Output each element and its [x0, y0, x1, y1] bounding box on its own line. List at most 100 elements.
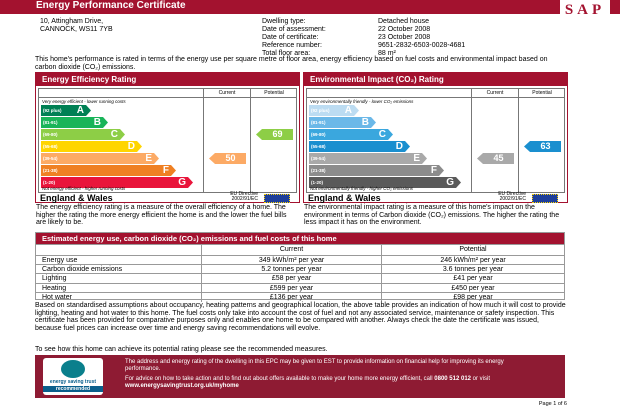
table-row: Energy use 349 kWh/m² per year 246 kWh/m² …	[36, 255, 564, 266]
detail-label: Total floor area:	[262, 50, 311, 57]
rating-band: (21-38) F	[309, 165, 444, 176]
eu-flag	[264, 194, 290, 203]
table-cell: Heating	[42, 284, 67, 292]
column-heading: Current	[486, 90, 504, 96]
column-heading: Current	[218, 90, 236, 96]
panel-description: The environmental impact rating is a mea…	[304, 204, 560, 226]
assumptions: Based on standardised assumptions about …	[35, 302, 566, 332]
panel-title: Energy Efficiency Rating	[36, 73, 299, 86]
band-range: (39-54)	[311, 156, 326, 161]
table-cell: Lighting	[42, 275, 67, 283]
column-heading: Current	[201, 245, 381, 255]
rating-band: (1-20) G	[309, 177, 461, 188]
detail-value: 23 October 2008	[378, 34, 431, 41]
rating-band: (39-54) E	[41, 153, 159, 164]
rating-band: (92 plus) A	[309, 105, 359, 116]
rating-band: (39-54) E	[309, 153, 427, 164]
rating-arrow: 45	[477, 153, 514, 164]
band-letter: C	[110, 129, 118, 140]
band-range: (55-68)	[43, 144, 58, 149]
footer-span: 0800 512 012	[434, 376, 471, 382]
bottom-note: Not energy efficient - higher running co…	[42, 186, 126, 191]
band-letter: G	[178, 177, 186, 188]
table-cell: £450 per year	[381, 283, 564, 293]
rating-band: (55-68) D	[309, 141, 410, 152]
table-cell: 3.6 tonnes per year	[381, 265, 564, 275]
rating-arrow: 63	[524, 141, 561, 152]
directive: EU Directive	[230, 191, 258, 197]
rating-value: 50	[225, 153, 236, 163]
table-row: Hot water £136 per year £98 per year	[36, 291, 564, 303]
detail-label: Date of assessment:	[262, 26, 326, 33]
band-letter: F	[430, 165, 437, 176]
directive: 2002/91/EC	[231, 196, 258, 202]
rating-band: (69-80) C	[41, 129, 125, 140]
band-letter: A	[344, 105, 352, 116]
rating-arrow: 69	[256, 129, 293, 140]
footer-text: The address and energy rating of the dwe…	[125, 359, 504, 372]
rating-value: 45	[493, 153, 504, 163]
detail-value: 9651-2832-6503-0028-4681	[378, 42, 466, 49]
rating-band: (69-80) C	[309, 129, 393, 140]
footer-span: For advice on how to take action and to …	[125, 376, 435, 382]
band-letter: A	[76, 105, 84, 116]
est-mark	[61, 360, 85, 378]
table-row: Lighting £58 per year £41 per year	[36, 273, 564, 284]
directive: 2002/91/EC	[499, 196, 526, 202]
page-number: Page 1 of 6	[538, 401, 567, 407]
rating-band: (21-38) F	[41, 165, 176, 176]
top-note: Very environmentally friendly - lower CO…	[310, 99, 414, 104]
table-cell: £98 per year	[381, 292, 564, 302]
table-cell: 5.2 tonnes per year	[201, 265, 381, 275]
est-logo: energy saving trust recommended	[43, 358, 103, 395]
table-header-row: Current Potential	[36, 244, 564, 255]
table-cell: £136 per year	[201, 292, 381, 302]
logo: SAP	[560, 0, 610, 20]
table-title: Estimated energy use, carbon dioxide (CO…	[36, 233, 564, 244]
address-line: CANNOCK, WS11 7YB	[40, 26, 113, 33]
eu-flag	[532, 194, 558, 203]
header-divider	[39, 97, 296, 98]
detail-value: 22 October 2008	[378, 26, 431, 33]
footer-span: www.energysavingtrust.org.uk/myhome	[125, 383, 239, 389]
rating-panel: Energy Efficiency Rating Current Potential…	[35, 72, 300, 203]
rating-panel: Environmental Impact (CO₂) Rating Current…	[303, 72, 568, 203]
header-divider	[307, 97, 564, 98]
band-range: (92 plus)	[311, 108, 330, 113]
band-range: (21-38)	[43, 168, 58, 173]
band-range: (92 plus)	[43, 108, 62, 113]
footer-text: For advice on how to take action and to …	[125, 376, 525, 390]
table-cell: 246 kWh/m² per year	[381, 256, 564, 265]
band-range: (81-91)	[311, 120, 326, 125]
rating-band: (1-20) G	[41, 177, 193, 188]
band-letter: E	[413, 153, 420, 164]
band-range: (69-80)	[311, 132, 326, 137]
footer-box: energy saving trust recommended The addres…	[35, 355, 565, 398]
top-note: Very energy efficient - lower running co…	[42, 99, 126, 104]
band-range: (69-80)	[43, 132, 58, 137]
column-divider	[203, 89, 204, 192]
address-line: 10, Attingham Drive,	[40, 18, 104, 25]
column-heading: Potential	[264, 90, 284, 96]
footer-span: or visit	[471, 376, 491, 382]
table-cell: Hot water	[42, 293, 72, 301]
band-letter: D	[127, 141, 135, 152]
table-cell: Carbon dioxide emissions	[42, 266, 123, 274]
band-letter: D	[395, 141, 403, 152]
cost-table: Estimated energy use, carbon dioxide (CO…	[35, 232, 565, 303]
rating-band: (81-91) B	[41, 117, 108, 128]
intro: This home's performance is rated in term…	[35, 56, 548, 71]
rating-chart: Current Potential Very environmentally fri…	[306, 88, 565, 193]
column-divider	[250, 89, 251, 192]
rating-arrow: 50	[209, 153, 246, 164]
band-letter: G	[446, 177, 454, 188]
logo-text: recommended	[43, 386, 103, 392]
region: England & Wales	[308, 193, 381, 203]
region: England & Wales	[40, 193, 113, 203]
column-divider	[518, 89, 519, 192]
detail-label: Reference number:	[262, 42, 322, 49]
column-heading: Potential	[381, 245, 564, 255]
recommend: To see how this home can achieve its pot…	[35, 346, 328, 353]
panel-title: Environmental Impact (CO₂) Rating	[304, 73, 567, 86]
